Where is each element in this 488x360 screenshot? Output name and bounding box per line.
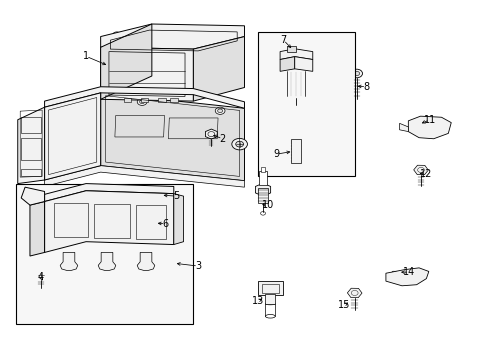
- Circle shape: [235, 141, 243, 147]
- Polygon shape: [137, 252, 155, 270]
- Bar: [258, 188, 267, 203]
- Text: 11: 11: [423, 115, 435, 125]
- Text: 5: 5: [173, 191, 179, 201]
- Bar: [287, 46, 296, 51]
- Circle shape: [224, 34, 232, 40]
- Bar: [123, 98, 131, 102]
- Polygon shape: [44, 93, 101, 180]
- Polygon shape: [101, 93, 244, 181]
- Circle shape: [231, 138, 247, 150]
- Text: 12: 12: [419, 168, 431, 179]
- Polygon shape: [101, 24, 244, 49]
- Ellipse shape: [402, 273, 420, 281]
- Bar: [261, 284, 279, 293]
- Bar: [141, 98, 148, 102]
- Circle shape: [215, 107, 224, 114]
- Polygon shape: [101, 24, 152, 99]
- Circle shape: [353, 71, 359, 76]
- Circle shape: [137, 64, 166, 86]
- Ellipse shape: [431, 129, 442, 134]
- Circle shape: [266, 285, 274, 291]
- Polygon shape: [21, 187, 44, 205]
- Ellipse shape: [265, 303, 275, 305]
- Ellipse shape: [434, 130, 439, 133]
- Polygon shape: [44, 166, 244, 187]
- Circle shape: [53, 109, 58, 113]
- Bar: [16, 184, 193, 324]
- Polygon shape: [193, 37, 244, 101]
- Text: 15: 15: [338, 300, 350, 310]
- Polygon shape: [280, 49, 312, 59]
- Text: 3: 3: [195, 261, 201, 271]
- Bar: [21, 169, 41, 176]
- Ellipse shape: [265, 315, 275, 318]
- Text: 13: 13: [251, 296, 264, 306]
- Text: 10: 10: [261, 200, 273, 210]
- Polygon shape: [101, 47, 193, 101]
- Bar: [169, 98, 177, 102]
- Bar: [258, 32, 354, 176]
- Ellipse shape: [286, 95, 305, 98]
- Bar: [259, 171, 266, 185]
- Circle shape: [113, 32, 121, 38]
- Polygon shape: [44, 184, 173, 202]
- Circle shape: [217, 109, 222, 113]
- Polygon shape: [294, 57, 312, 71]
- Circle shape: [260, 212, 265, 215]
- Ellipse shape: [420, 123, 425, 126]
- Polygon shape: [60, 252, 78, 270]
- Polygon shape: [280, 57, 294, 71]
- Circle shape: [350, 69, 362, 78]
- Circle shape: [137, 98, 147, 105]
- Bar: [290, 139, 300, 163]
- Bar: [260, 167, 265, 172]
- Text: 9: 9: [273, 149, 279, 159]
- Bar: [258, 281, 282, 295]
- Polygon shape: [44, 191, 173, 252]
- Polygon shape: [30, 202, 44, 256]
- Text: 6: 6: [162, 219, 168, 229]
- Polygon shape: [399, 123, 407, 132]
- Polygon shape: [98, 252, 116, 270]
- Bar: [158, 98, 165, 102]
- Circle shape: [29, 192, 41, 201]
- Text: 4: 4: [38, 272, 43, 282]
- Polygon shape: [44, 87, 244, 108]
- Text: 7: 7: [280, 35, 286, 45]
- Polygon shape: [18, 107, 44, 184]
- Polygon shape: [407, 116, 450, 139]
- Ellipse shape: [417, 122, 427, 127]
- Text: 8: 8: [363, 82, 369, 92]
- Polygon shape: [385, 268, 428, 286]
- Ellipse shape: [286, 69, 305, 73]
- Circle shape: [140, 100, 144, 104]
- Polygon shape: [173, 194, 183, 244]
- Text: 1: 1: [83, 51, 89, 61]
- Text: 2: 2: [219, 134, 225, 144]
- Circle shape: [33, 269, 48, 280]
- Bar: [265, 294, 275, 304]
- Circle shape: [144, 69, 159, 81]
- Circle shape: [50, 107, 60, 114]
- Text: 14: 14: [403, 267, 415, 277]
- Circle shape: [149, 73, 155, 77]
